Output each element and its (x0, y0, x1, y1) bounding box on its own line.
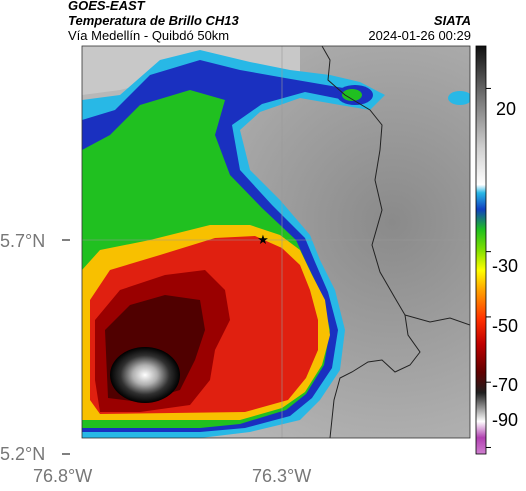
satellite-image: ★ (82, 46, 470, 438)
satellite-label: GOES-EAST (68, 0, 145, 13)
border-line (321, 46, 421, 438)
lat-label-5-7: 5.7°N (0, 231, 46, 251)
colorbar-tick-m90: -90 (492, 410, 519, 430)
lat-label-5-2: 5.2°N (0, 444, 46, 464)
colorbar-tick-m30: -30 (492, 256, 519, 276)
colorbar-tick-m70: -70 (492, 375, 519, 395)
lon-label-76-8: 76.8°W (33, 466, 93, 486)
org-label: SIATA (433, 13, 471, 28)
map-frame (81, 45, 471, 439)
lon-label-76-3: 76.3°W (252, 466, 312, 486)
datetime-label: 2024-01-26 00:29 (368, 28, 471, 43)
product-title: Temperatura de Brillo CH13 (68, 13, 239, 28)
colorbar (475, 45, 487, 455)
colorbar-tick-20: 20 (496, 99, 517, 119)
star-marker: ★ (257, 232, 269, 247)
colorbar-tick-m50: -50 (492, 316, 519, 336)
region-label: Vía Medellín - Quibdó 50km (68, 28, 230, 43)
border-line-east (404, 314, 470, 326)
